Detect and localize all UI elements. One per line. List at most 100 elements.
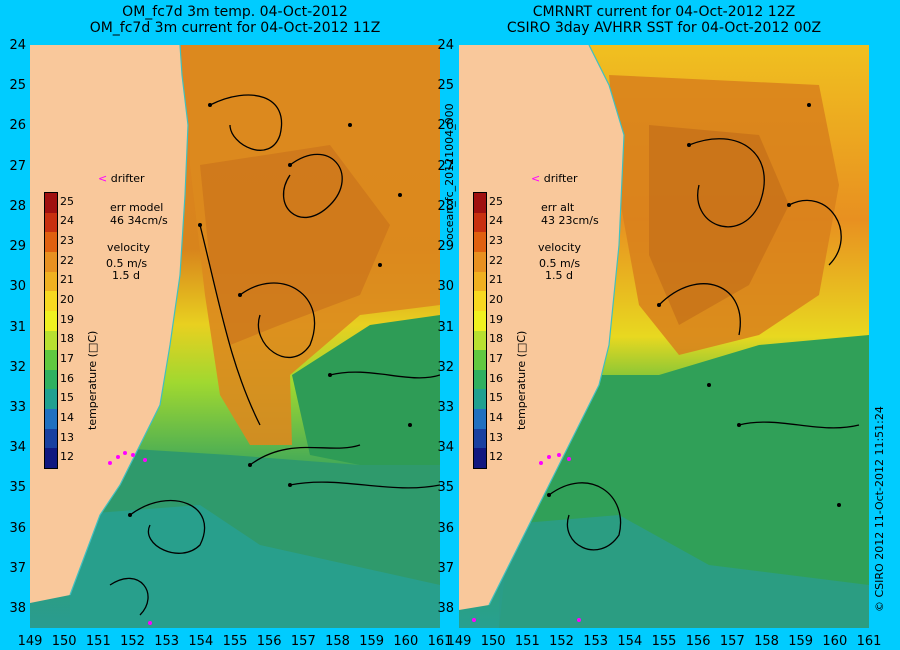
run-id-label: ocean_fc_20121004_000 <box>443 103 456 240</box>
longitude-tick-label: 161 <box>856 634 882 649</box>
longitude-tick-label: 159 <box>359 634 385 649</box>
colorbar-segment <box>45 193 57 214</box>
colorbar-segment <box>474 448 486 469</box>
colorbar-tick-label: 25 <box>60 194 74 208</box>
colorbar-tick-label: 19 <box>489 312 503 326</box>
right-current-arrows <box>547 103 841 507</box>
colorbar-segment <box>474 428 486 449</box>
left-current-streamlines <box>109 94 440 616</box>
left-map-panel: temperature (□C) 25 24 23 22 21 20 19 18 17 16 15 1… <box>30 45 440 628</box>
latitude-tick-label: 36 <box>437 520 454 536</box>
latitude-tick-label: 29 <box>437 239 454 255</box>
latitude-tick-label: 24 <box>9 38 26 53</box>
colorbar-tick-label: 16 <box>60 371 74 385</box>
colorbar-tick-label: 12 <box>489 450 503 464</box>
left-drifter-tracks <box>108 451 152 625</box>
latitude-tick-label: 32 <box>9 359 26 375</box>
left-map-title: OM_fc7d 3m temp. 04-Oct-2012 OM_fc7d 3m … <box>30 4 440 36</box>
colorbar-tick-label: 14 <box>489 410 503 424</box>
right-velocity-label: velocity <box>538 241 581 254</box>
colorbar-tick-label: 21 <box>489 273 503 287</box>
latitude-tick-label: 37 <box>437 560 454 576</box>
colorbar-segment <box>474 350 486 371</box>
longitude-tick-label: 153 <box>583 634 609 649</box>
latitude-tick-label: 30 <box>437 279 454 295</box>
longitude-tick-label: 150 <box>51 634 77 649</box>
colorbar-segment <box>474 369 486 390</box>
colorbar-segment <box>474 251 486 273</box>
colorbar-tick-label: 23 <box>489 234 503 248</box>
latitude-tick-label: 33 <box>437 399 454 415</box>
latitude-tick-label: 26 <box>437 118 454 134</box>
colorbar-segment <box>45 448 57 469</box>
latitude-tick-label: 34 <box>9 440 26 456</box>
left-current-arrows <box>128 103 412 517</box>
colorbar-segment <box>474 291 486 312</box>
colorbar-tick-label: 20 <box>489 293 503 307</box>
colorbar-segment <box>45 369 57 390</box>
colorbar-segment <box>474 389 486 410</box>
colorbar-tick-label: 12 <box>60 450 74 464</box>
longitude-tick-label: 151 <box>85 634 111 649</box>
latitude-tick-label: 34 <box>437 440 454 456</box>
colorbar-tick-label: 22 <box>489 253 503 267</box>
copyright-footer: © CSIRO 2012 11-Oct-2012 11:51:24 <box>873 406 886 612</box>
longitude-tick-label: 152 <box>120 634 145 649</box>
colorbar-tick-label: 13 <box>60 430 74 444</box>
colorbar-tick-label: 18 <box>489 332 503 346</box>
colorbar-tick-label: 15 <box>60 391 74 405</box>
colorbar-segment <box>45 291 57 312</box>
right-sst-field <box>459 45 869 628</box>
colorbar-tick-label: 17 <box>489 351 503 365</box>
colorbar-segment <box>45 232 57 253</box>
colorbar-tick-label: 18 <box>60 332 74 346</box>
right-title-line2: CSIRO 3day AVHRR SST for 04-Oct-2012 00Z <box>506 20 822 36</box>
right-err-value: 43 23cm/s <box>541 214 599 227</box>
colorbar-tick-label: 20 <box>60 293 74 307</box>
longitude-tick-label: 160 <box>393 634 419 649</box>
colorbar-tick-label: 19 <box>60 312 74 326</box>
left-velocity-label: velocity <box>107 241 150 254</box>
latitude-tick-label: 38 <box>9 601 26 616</box>
right-colorbar <box>473 192 487 469</box>
right-drifter-tracks <box>472 453 581 622</box>
left-sst-field <box>30 45 440 628</box>
latitude-tick-label: 28 <box>9 198 26 214</box>
colorbar-tick-label: 16 <box>489 371 503 385</box>
latitude-tick-label: 33 <box>9 399 26 415</box>
colorbar-tick-label: 21 <box>60 273 74 287</box>
longitude-tick-label: 153 <box>154 634 180 649</box>
longitude-tick-label: 154 <box>188 634 214 649</box>
colorbar-segment <box>474 271 486 292</box>
right-current-streamlines <box>548 138 860 551</box>
colorbar-segment <box>45 310 57 331</box>
latitude-tick-label: 32 <box>437 359 454 375</box>
drifter-icon: < <box>531 172 541 185</box>
latitude-tick-label: 35 <box>9 480 26 496</box>
colorbar-segment <box>45 251 57 273</box>
longitude-tick-label: 149 <box>446 634 472 649</box>
latitude-tick-label: 30 <box>9 279 26 295</box>
colorbar-tick-label: 24 <box>489 214 503 228</box>
longitude-tick-label: 157 <box>290 634 316 649</box>
longitude-tick-label: 150 <box>480 634 506 649</box>
latitude-tick-label: 31 <box>437 319 454 335</box>
latitude-tick-label: 26 <box>9 118 26 134</box>
left-title-line1: OM_fc7d 3m temp. 04-Oct-2012 <box>122 4 348 20</box>
colorbar-segment <box>474 330 486 351</box>
longitude-tick-label: 154 <box>617 634 643 649</box>
latitude-tick-label: 25 <box>9 78 26 94</box>
longitude-tick-label: 155 <box>651 634 677 649</box>
longitude-tick-label: 156 <box>685 634 711 649</box>
colorbar-segment <box>45 428 57 449</box>
right-map-panel: temperature (□C) 25 24 23 22 21 20 19 18 17 16 15 1… <box>459 45 869 628</box>
longitude-tick-label: 158 <box>754 634 779 649</box>
colorbar-tick-label: 24 <box>60 214 74 228</box>
right-velocity-value: 0.5 m/s <box>539 257 581 270</box>
latitude-tick-label: 24 <box>437 38 454 53</box>
colorbar-segment <box>45 212 57 233</box>
right-drifter-legend: < drifter <box>531 172 578 185</box>
right-err-label: err alt <box>541 201 575 214</box>
longitude-tick-label: 157 <box>719 634 745 649</box>
latitude-tick-label: 36 <box>9 520 26 536</box>
